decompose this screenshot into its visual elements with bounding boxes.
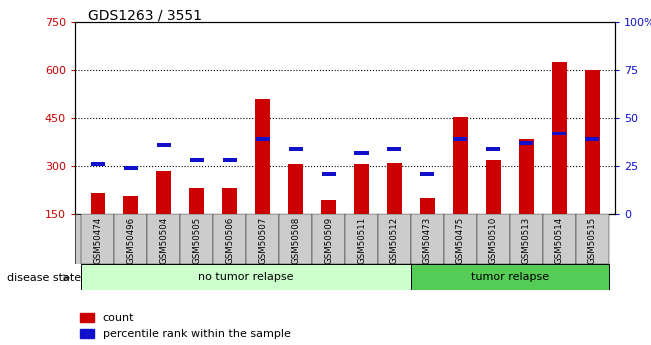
Text: GSM50509: GSM50509 [324,216,333,264]
Bar [124,196,138,214]
Bar [256,137,270,141]
Bar [156,171,171,214]
Bar [222,188,237,214]
Bar [378,214,411,264]
Text: GSM50505: GSM50505 [192,216,201,264]
Text: GSM50513: GSM50513 [521,216,531,264]
Bar [124,166,138,170]
Text: GSM50506: GSM50506 [225,216,234,264]
Bar [486,160,501,214]
Bar [321,199,336,214]
Bar [387,147,402,151]
Bar [354,165,369,214]
Text: GDS1263 / 3551: GDS1263 / 3551 [88,9,202,23]
Text: GSM50514: GSM50514 [555,216,564,264]
Bar [519,141,533,145]
Text: GSM50474: GSM50474 [94,216,102,264]
Text: no tumor relapse: no tumor relapse [199,272,294,282]
Text: GSM50473: GSM50473 [423,216,432,264]
Bar [585,137,599,141]
Bar [189,188,204,214]
Text: tumor relapse: tumor relapse [471,272,549,282]
Bar [223,158,237,162]
Bar [411,264,609,290]
Bar [543,214,575,264]
Text: GSM50511: GSM50511 [357,216,366,264]
Text: GSM50510: GSM50510 [489,216,498,264]
Text: GSM50515: GSM50515 [588,216,596,264]
Bar [421,172,434,176]
Text: GSM50507: GSM50507 [258,216,267,264]
Bar [585,70,600,214]
Bar [486,147,501,151]
Bar [575,214,609,264]
Bar [420,198,435,214]
Bar [312,214,345,264]
Text: GSM50475: GSM50475 [456,216,465,264]
Bar [477,214,510,264]
Bar [453,117,468,214]
Bar [288,165,303,214]
Bar [552,62,566,214]
Bar [411,214,444,264]
Bar [279,214,312,264]
Bar [519,139,534,214]
Bar [552,131,566,135]
Text: GSM50512: GSM50512 [390,216,399,264]
Bar [91,162,105,166]
Text: disease state: disease state [7,273,81,283]
Bar [81,214,115,264]
Bar [288,147,303,151]
Bar [115,214,147,264]
Text: GSM50496: GSM50496 [126,216,135,264]
Text: GSM50508: GSM50508 [291,216,300,264]
Bar [453,137,467,141]
Bar [81,264,411,290]
Text: GSM50504: GSM50504 [159,216,169,264]
Bar [444,214,477,264]
Bar [90,193,105,214]
Bar [345,214,378,264]
Bar [214,214,246,264]
Bar [387,163,402,214]
Bar [147,214,180,264]
Bar [510,214,543,264]
Bar [180,214,214,264]
Bar [255,99,270,214]
Bar [322,172,336,176]
Legend: count, percentile rank within the sample: count, percentile rank within the sample [81,313,290,339]
Bar [246,214,279,264]
Bar [354,151,368,155]
Bar [157,143,171,147]
Bar [189,158,204,162]
